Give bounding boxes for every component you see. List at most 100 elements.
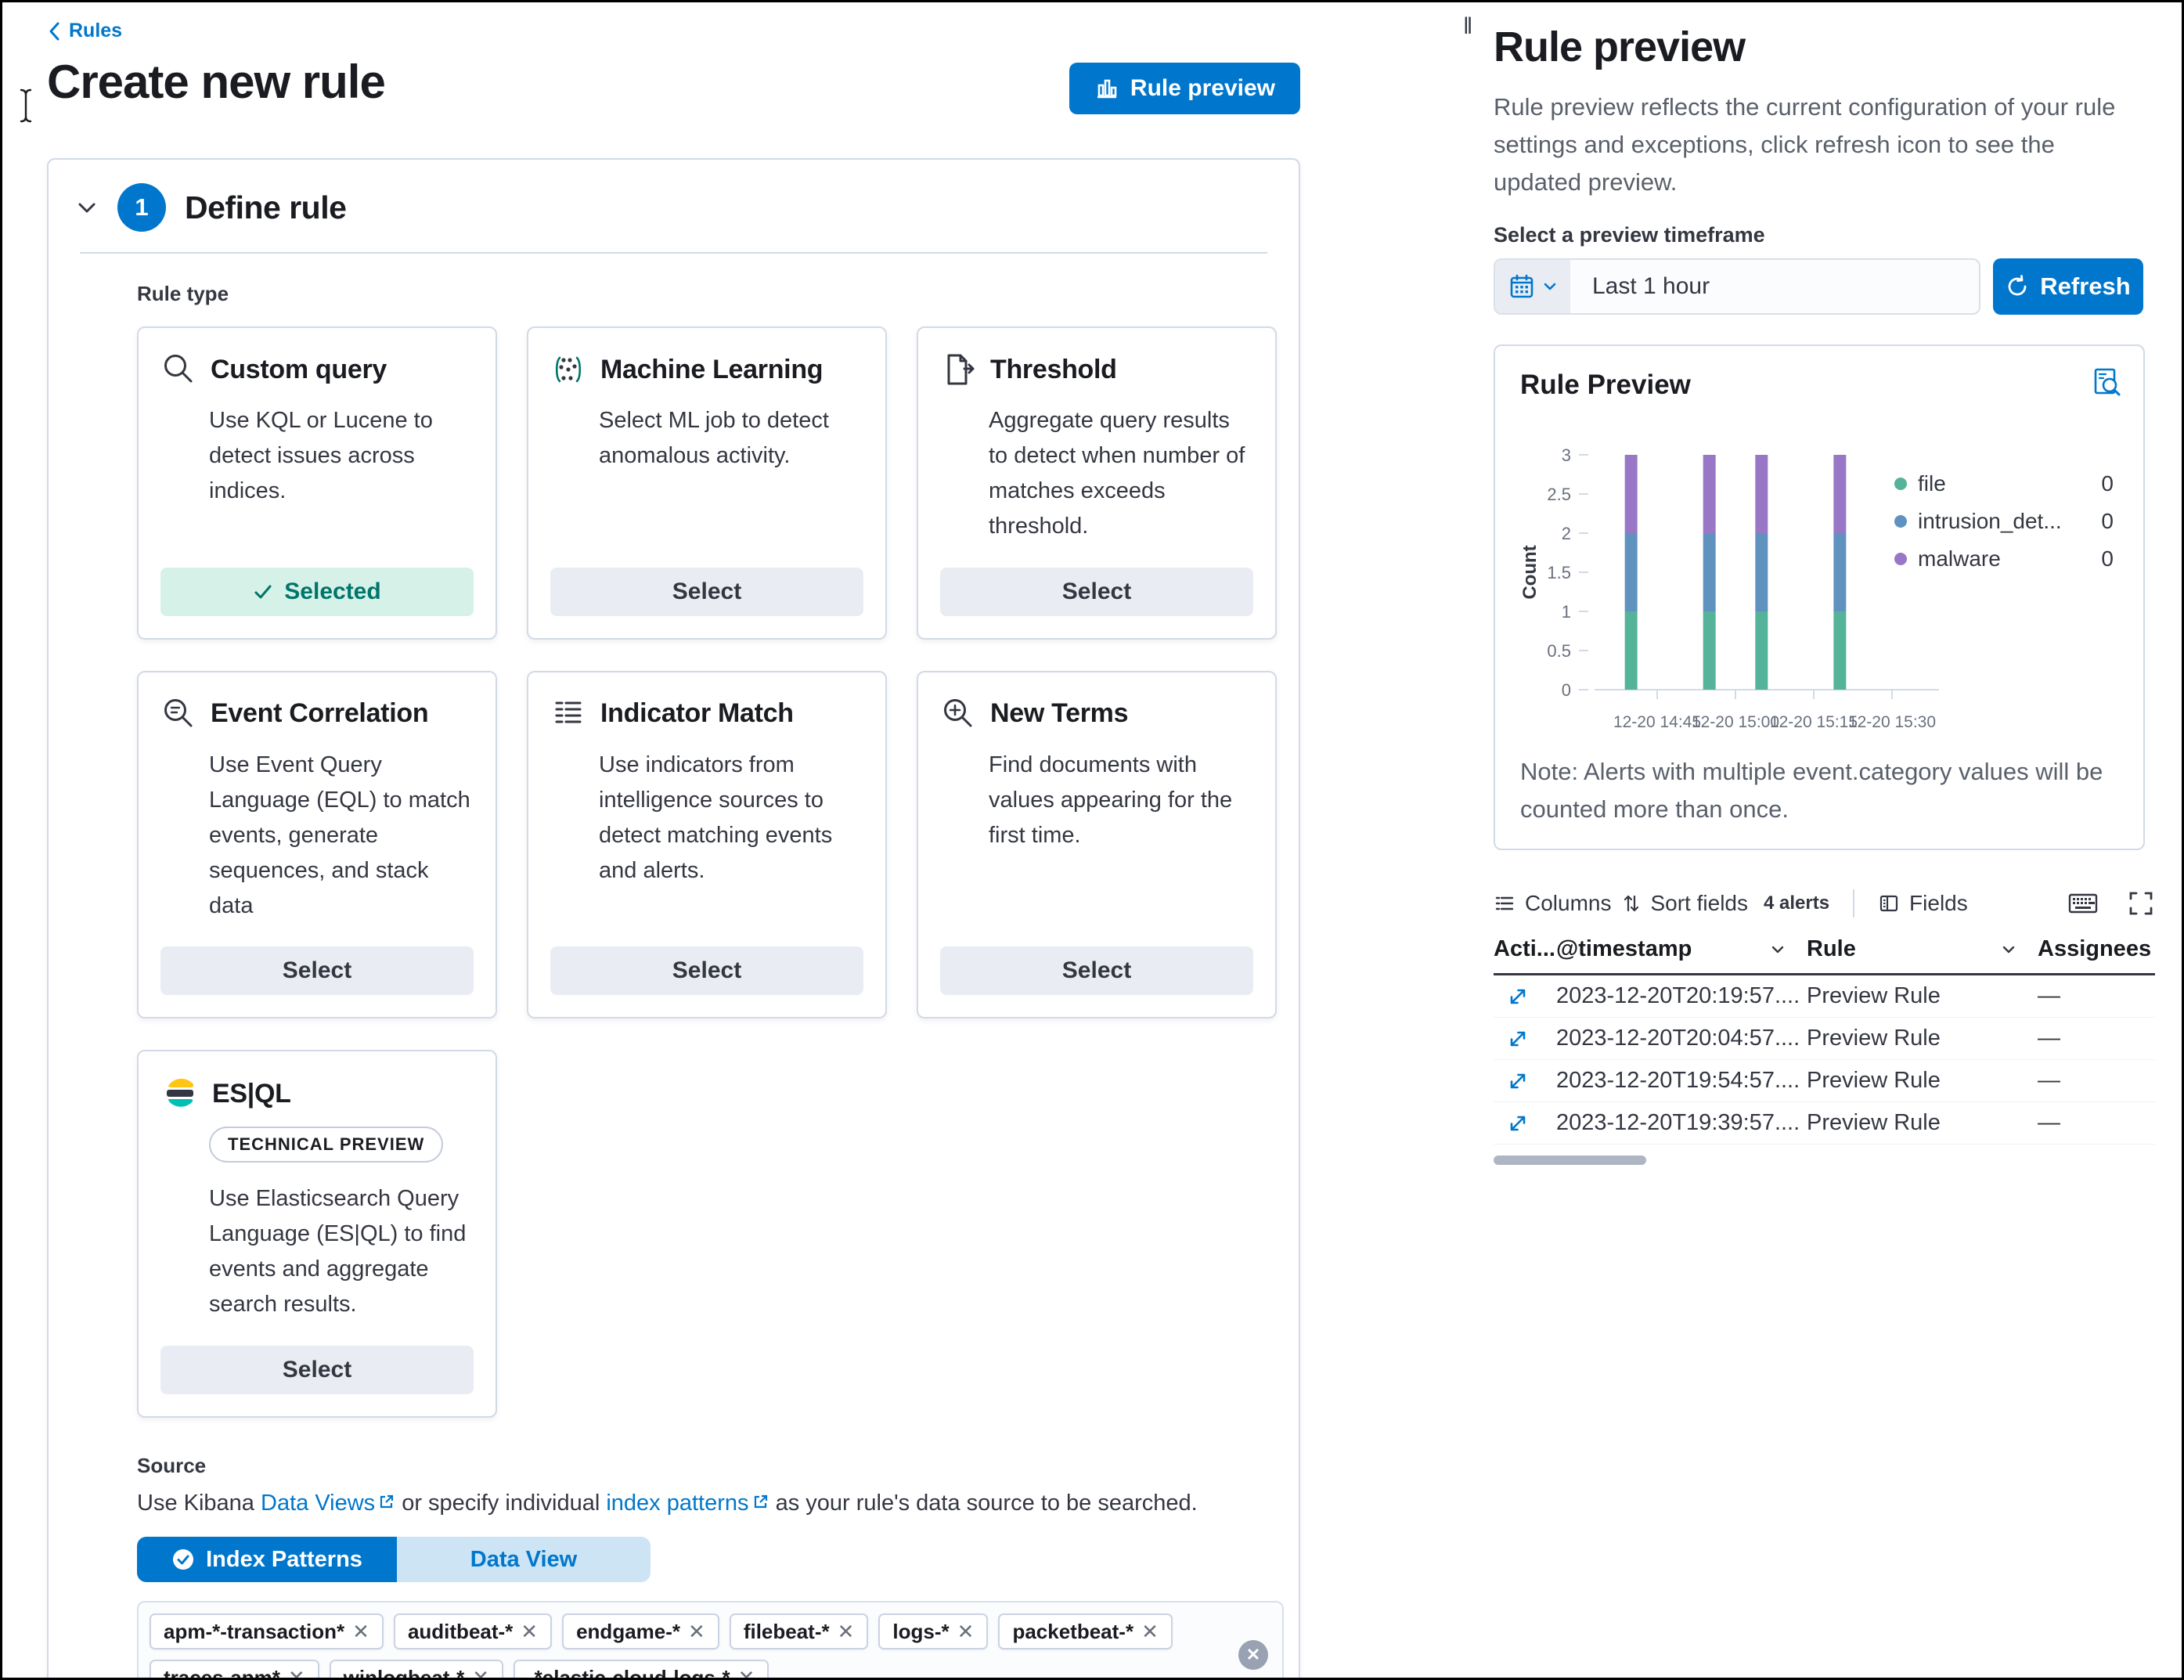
legend-series-value: 0	[2101, 509, 2114, 534]
index-patterns-link[interactable]: index patterns	[606, 1491, 749, 1516]
rule-card-title: Custom query	[211, 354, 387, 384]
rule-card-title: New Terms	[990, 698, 1129, 729]
legend-color-dot	[1894, 515, 1907, 528]
tab-index-patterns[interactable]: Index Patterns	[137, 1537, 397, 1583]
index-pattern-chip: filebeat-* ✕	[729, 1613, 869, 1650]
inspect-icon[interactable]	[2090, 366, 2123, 399]
alert-table-row: 2023-12-20T20:04:57.... Preview Rule —	[1494, 1018, 2155, 1061]
select-button-es-ql[interactable]: Select	[160, 1346, 474, 1395]
alert-table-row: 2023-12-20T19:39:57.... Preview Rule —	[1494, 1102, 2155, 1145]
collapse-chevron-icon[interactable]	[75, 196, 99, 219]
remove-chip-icon[interactable]: ✕	[837, 1620, 855, 1644]
remove-chip-icon[interactable]: ✕	[472, 1666, 490, 1680]
data-views-link[interactable]: Data Views	[261, 1491, 376, 1516]
svg-text:12-20 14:45: 12-20 14:45	[1613, 713, 1701, 731]
alerts-table: Acti... @timestamp Rule Assignees 2023-1…	[1494, 936, 2155, 1145]
rule-card-title: ES|QL	[212, 1078, 291, 1109]
index-pattern-chip: auditbeat-* ✕	[393, 1613, 553, 1650]
legend-series-value: 0	[2101, 546, 2114, 571]
select-button-indicator-match[interactable]: Select	[550, 946, 863, 996]
index-patterns-field[interactable]: apm-*-transaction* ✕ auditbeat-* ✕ endgame-*…	[137, 1601, 1284, 1680]
external-link-icon	[378, 1493, 395, 1510]
svg-text:3: 3	[1562, 445, 1571, 465]
sort-icon	[1622, 892, 1641, 915]
remove-chip-icon[interactable]: ✕	[1141, 1620, 1159, 1644]
rule-card-description: Find documents with values appearing for…	[989, 752, 1233, 848]
source-desc-text: Use Kibana	[137, 1491, 261, 1516]
column-header-actions: Acti...	[1494, 936, 1555, 962]
source-description: Use Kibana Data Views or specify individ…	[137, 1491, 1279, 1516]
refresh-button[interactable]: Refresh	[1993, 258, 2143, 315]
column-header-assignees[interactable]: Assignees	[2038, 936, 2152, 962]
timeframe-value[interactable]: Last 1 hour	[1592, 273, 1710, 300]
refresh-button-label: Refresh	[2040, 272, 2131, 301]
rule-card-button-label: Select	[1061, 957, 1132, 984]
keyboard-shortcuts-button[interactable]	[2067, 891, 2099, 916]
sort-fields-button[interactable]: Sort fields	[1622, 891, 1748, 916]
chart-legend: file 0 intrusion_det... 0 malware 0	[1894, 471, 2114, 571]
rule-card-description: Use Event Query Language (EQL) to match …	[209, 752, 470, 918]
legend-item-malware[interactable]: malware 0	[1894, 546, 2114, 571]
svg-text:2.5: 2.5	[1547, 485, 1571, 504]
fields-button[interactable]: Fields	[1878, 891, 1968, 916]
expand-alert-icon[interactable]	[1494, 1027, 1556, 1051]
select-button-threshold[interactable]: Select	[940, 567, 1253, 616]
column-header-timestamp[interactable]: @timestamp	[1556, 936, 1807, 962]
rule-preview-button[interactable]: Rule preview	[1069, 63, 1300, 114]
timeframe-calendar-button[interactable]	[1495, 260, 1570, 314]
rule-type-card-es-ql: ES|QL TECHNICAL PREVIEW Use Elasticsearch …	[137, 1050, 497, 1419]
refresh-icon	[2006, 275, 2029, 298]
clear-all-index-patterns-button[interactable]: ✕	[1238, 1639, 1268, 1670]
chip-label: auditbeat-*	[407, 1619, 514, 1643]
alert-assignees: —	[2038, 1110, 2060, 1136]
fullscreen-icon[interactable]	[2127, 889, 2155, 918]
expand-alert-icon[interactable]	[1494, 985, 1556, 1008]
columns-button[interactable]: Columns	[1494, 891, 1611, 916]
technical-preview-badge: TECHNICAL PREVIEW	[209, 1127, 444, 1163]
alert-rule-name: Preview Rule	[1807, 1110, 1941, 1136]
index-pattern-chip: logs-* ✕	[878, 1613, 989, 1650]
selected-button-custom-query[interactable]: Selected	[160, 567, 474, 616]
back-to-rules-link[interactable]: Rules	[47, 20, 122, 42]
legend-item-intrusion-det-[interactable]: intrusion_det... 0	[1894, 509, 2114, 534]
preview-description: Rule preview reflects the current config…	[1494, 93, 2116, 196]
fields-icon	[1878, 892, 1900, 914]
tab-data-view[interactable]: Data View	[397, 1537, 651, 1583]
column-header-rule[interactable]: Rule	[1807, 936, 2038, 962]
select-button-event-correlation[interactable]: Select	[160, 946, 474, 996]
external-link-icon	[752, 1493, 769, 1510]
alert-rule-name: Preview Rule	[1807, 1068, 1941, 1094]
panel-resize-handle[interactable]: ‖	[1463, 13, 1475, 39]
scrollbar-thumb[interactable]	[1494, 1155, 1646, 1166]
select-button-machine-learning[interactable]: Select	[550, 567, 863, 616]
remove-chip-icon[interactable]: ✕	[737, 1666, 755, 1680]
remove-chip-icon[interactable]: ✕	[287, 1666, 305, 1680]
index-pattern-chip: apm-*-transaction* ✕	[150, 1613, 384, 1650]
page-title: Create new rule	[47, 56, 386, 108]
remove-chip-icon[interactable]: ✕	[521, 1620, 539, 1644]
remove-chip-icon[interactable]: ✕	[957, 1620, 975, 1644]
alert-timestamp: 2023-12-20T19:39:57....	[1556, 1110, 1800, 1136]
remove-chip-icon[interactable]: ✕	[688, 1620, 705, 1644]
search-eql-icon	[160, 696, 196, 732]
select-button-new-terms[interactable]: Select	[940, 946, 1253, 996]
step-number-badge: 1	[117, 183, 166, 232]
source-label: Source	[137, 1454, 207, 1478]
legend-item-file[interactable]: file 0	[1894, 471, 2114, 496]
chip-label: winlogbeat-*	[343, 1665, 465, 1680]
svg-text:12-20 15:00: 12-20 15:00	[1692, 713, 1779, 731]
remove-chip-icon[interactable]: ✕	[352, 1620, 369, 1644]
rule-card-button-label: Select	[672, 578, 742, 604]
columns-label: Columns	[1525, 891, 1612, 916]
check-icon	[254, 585, 272, 599]
elastic-icon	[160, 1075, 198, 1112]
section-divider	[80, 252, 1267, 254]
toolbar-divider	[1853, 889, 1855, 918]
svg-text:12-20 15:15: 12-20 15:15	[1770, 713, 1858, 731]
expand-alert-icon[interactable]	[1494, 1112, 1556, 1135]
index-pattern-chip: traces-apm* ✕	[150, 1660, 319, 1680]
rule-type-card-machine-learning: Machine Learning Select ML job to detect …	[527, 326, 887, 640]
expand-alert-icon[interactable]	[1494, 1069, 1556, 1093]
preview-histogram: 0 0.5 1 1.5 2 2.5 3 Count 12-20 14:45 12-20 15:00…	[1520, 420, 2118, 748]
